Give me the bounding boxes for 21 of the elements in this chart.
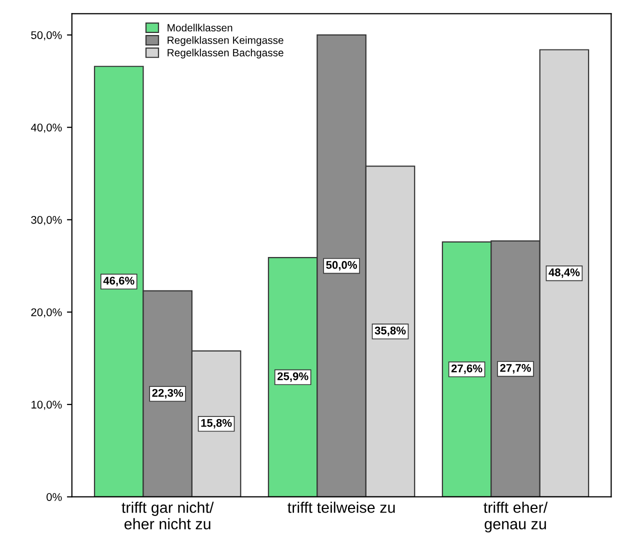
y-tick-label: 30,0% — [31, 216, 62, 226]
data-label: 46,6% — [103, 276, 134, 286]
x-tick-label: trifft eher/ genau zu — [484, 502, 548, 532]
data-label: 48,4% — [548, 268, 580, 278]
legend-label: Modellklassen — [168, 24, 232, 32]
data-label: 50,0% — [326, 261, 358, 270]
y-tick-label: 10,0% — [32, 400, 62, 410]
data-label: 22,3% — [152, 388, 184, 398]
data-label: 27,7% — [500, 364, 531, 374]
y-tick-label: 40,0% — [30, 124, 62, 133]
legend-label: Regelklassen Keimgasse — [168, 36, 284, 46]
x-tick-label: trifft teilweise zu — [288, 502, 395, 513]
data-label: 35,8% — [374, 326, 406, 336]
data-label: 25,9% — [277, 372, 308, 382]
y-tick-label: 50,0% — [31, 31, 62, 40]
data-label: 27,6% — [451, 364, 482, 374]
legend-label: Regelklassen Bachgasse — [168, 48, 284, 58]
x-tick-label: trifft gar nicht/ eher nicht zu — [122, 502, 214, 530]
data-label: 15,8% — [201, 418, 232, 428]
y-tick-label: 20,0% — [31, 308, 62, 318]
y-tick-label: 0% — [46, 493, 62, 501]
